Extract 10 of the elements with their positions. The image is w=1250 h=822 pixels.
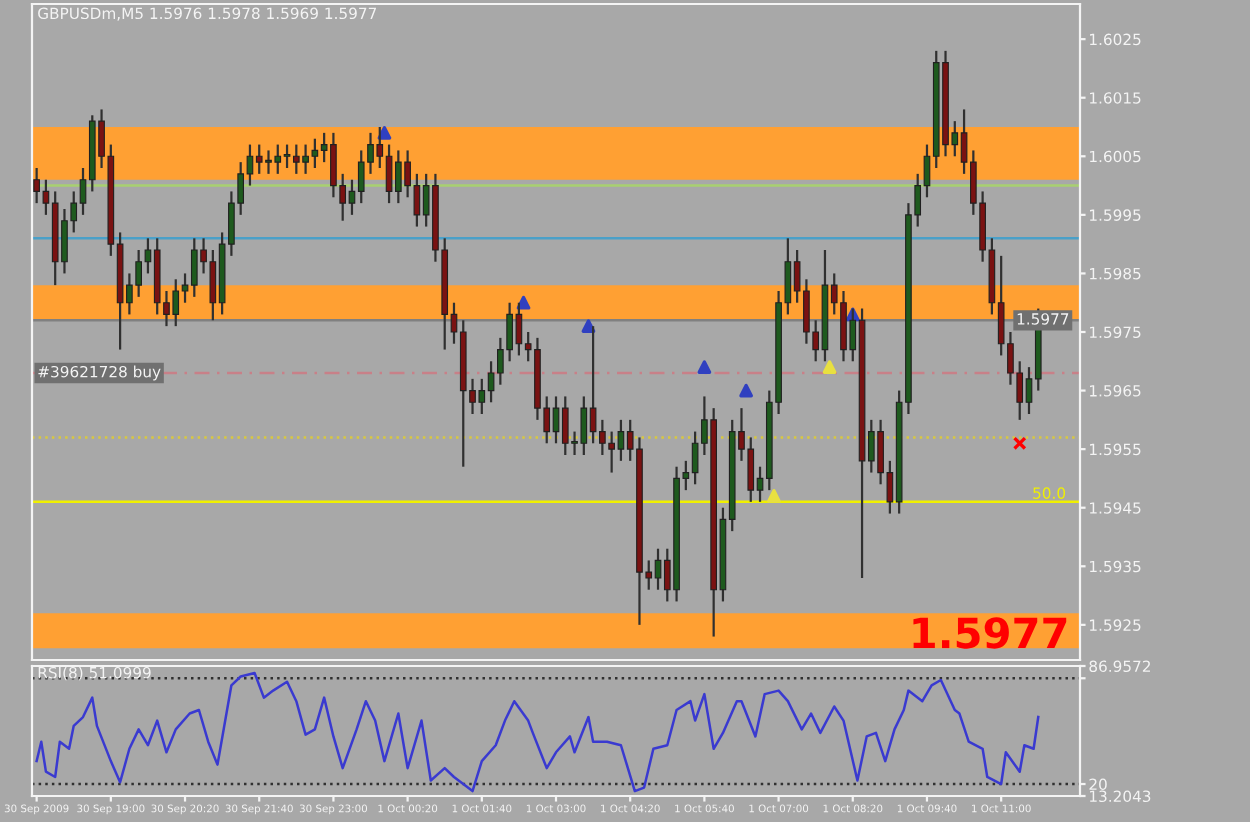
point [1012,436,1027,451]
point [697,360,712,375]
point [377,125,392,140]
line-series [35,671,1040,793]
point [767,489,781,503]
annotation: 1.5977 [913,617,1067,649]
point [516,295,531,310]
point [581,319,596,334]
point [822,360,837,375]
point [739,383,753,398]
